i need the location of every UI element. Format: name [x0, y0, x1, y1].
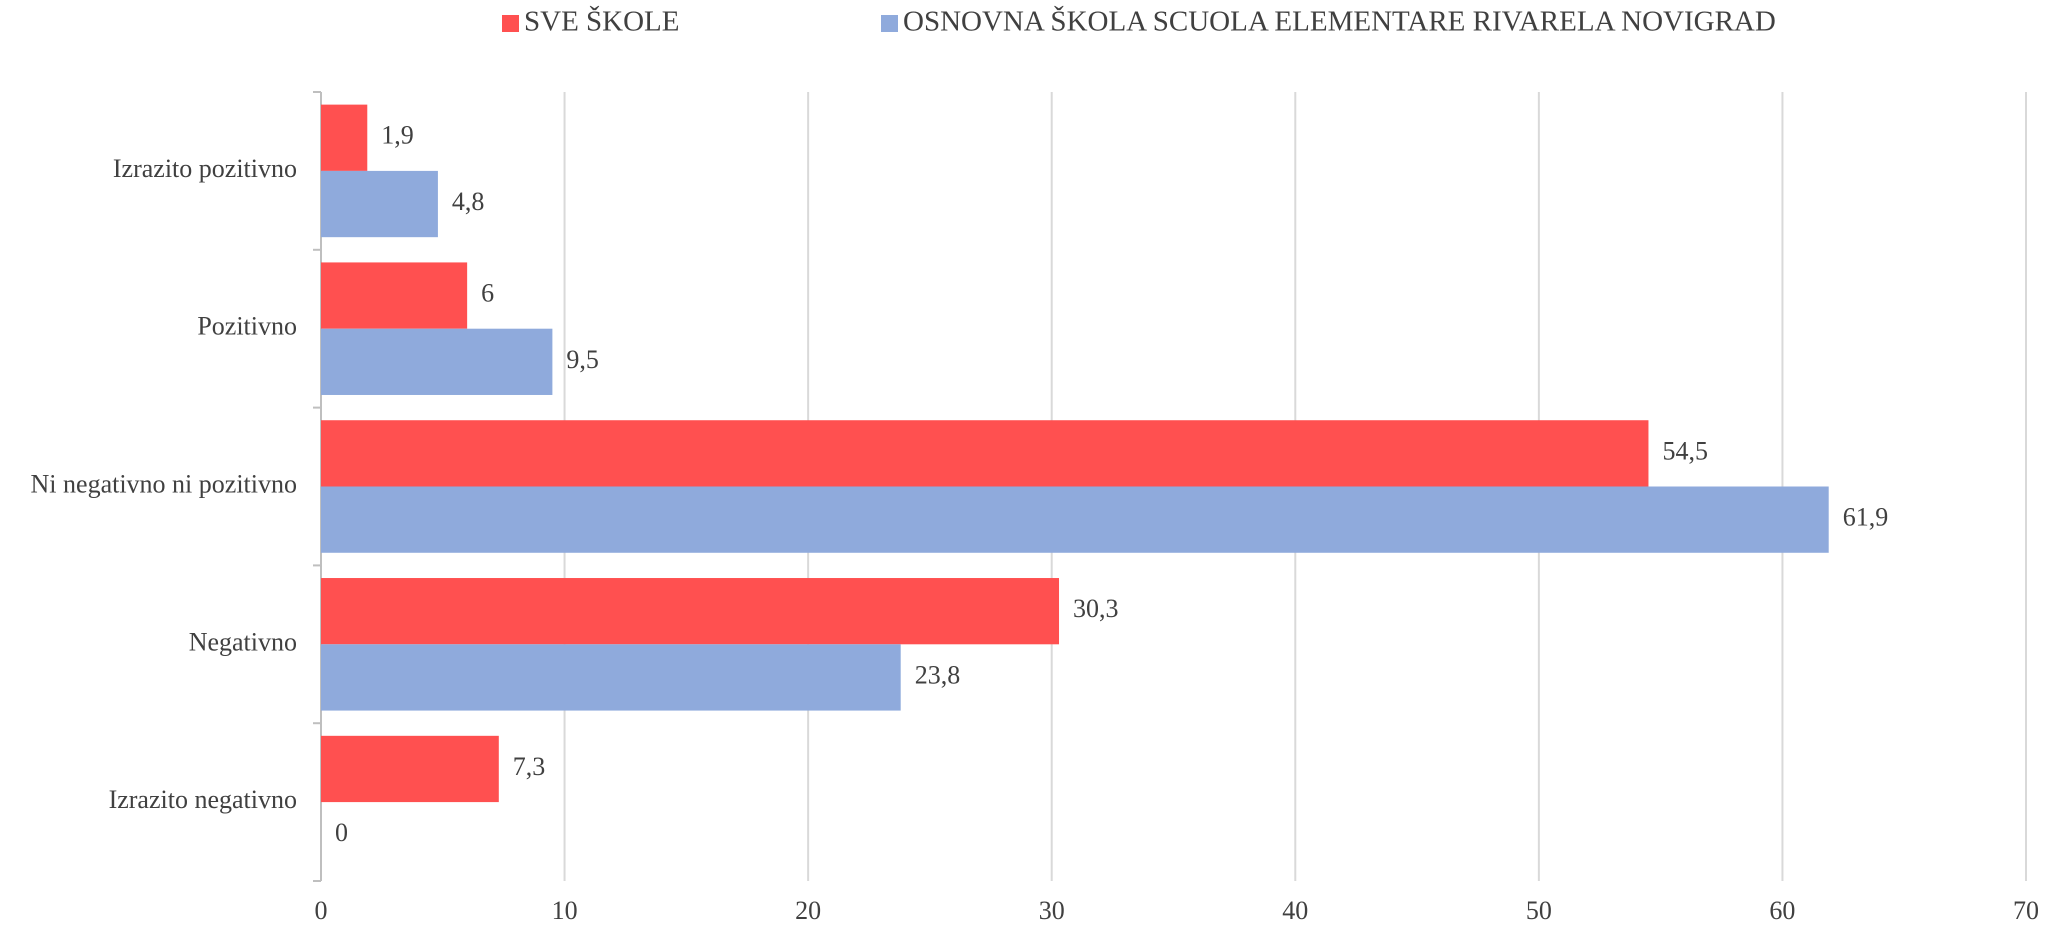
- x-tick-label: 0: [315, 896, 328, 925]
- bar: [321, 328, 553, 395]
- value-label: 61,9: [1843, 503, 1889, 532]
- bar: [321, 578, 1060, 645]
- bar: [321, 262, 468, 329]
- bar: [321, 735, 499, 803]
- legend-swatch: [881, 15, 898, 32]
- value-label: 30,3: [1073, 594, 1119, 623]
- y-tick-label: Ni negativno ni pozitivno: [31, 469, 297, 498]
- x-tick-label: 70: [2013, 896, 2039, 925]
- bar: [321, 486, 1829, 553]
- value-label: 54,5: [1662, 436, 1708, 465]
- x-tick-label: 10: [552, 896, 578, 925]
- legend-label: SVE ŠKOLE: [524, 5, 679, 38]
- y-tick-label: Izrazito pozitivno: [113, 154, 297, 183]
- value-label: 1,9: [381, 121, 414, 150]
- x-tick-label: 30: [1039, 896, 1065, 925]
- legend: SVE ŠKOLE OSNOVNA ŠKOLA SCUOLA ELEMENTARE…: [502, 5, 1776, 38]
- bar: [321, 644, 901, 711]
- value-label: 23,8: [915, 660, 961, 689]
- x-tick-label: 40: [1282, 896, 1308, 925]
- value-label: 4,8: [452, 187, 485, 216]
- x-tick-label: 60: [1769, 896, 1795, 925]
- legend-swatch: [502, 15, 519, 32]
- x-tick-label: 50: [1526, 896, 1552, 925]
- bar: [321, 104, 368, 171]
- value-label: 9,5: [566, 345, 599, 374]
- bar: [321, 420, 1649, 487]
- y-tick-label: Izrazito negativno: [109, 785, 297, 814]
- bar: [321, 170, 438, 238]
- value-label: 7,3: [513, 752, 546, 781]
- y-tick-label: Pozitivno: [197, 312, 297, 341]
- value-label: 6: [481, 279, 494, 308]
- y-tick-label: Negativno: [189, 627, 297, 656]
- value-label: 0: [335, 818, 348, 847]
- x-tick-label: 20: [795, 896, 821, 925]
- legend-label: OSNOVNA ŠKOLA SCUOLA ELEMENTARE RIVARELA…: [903, 5, 1776, 38]
